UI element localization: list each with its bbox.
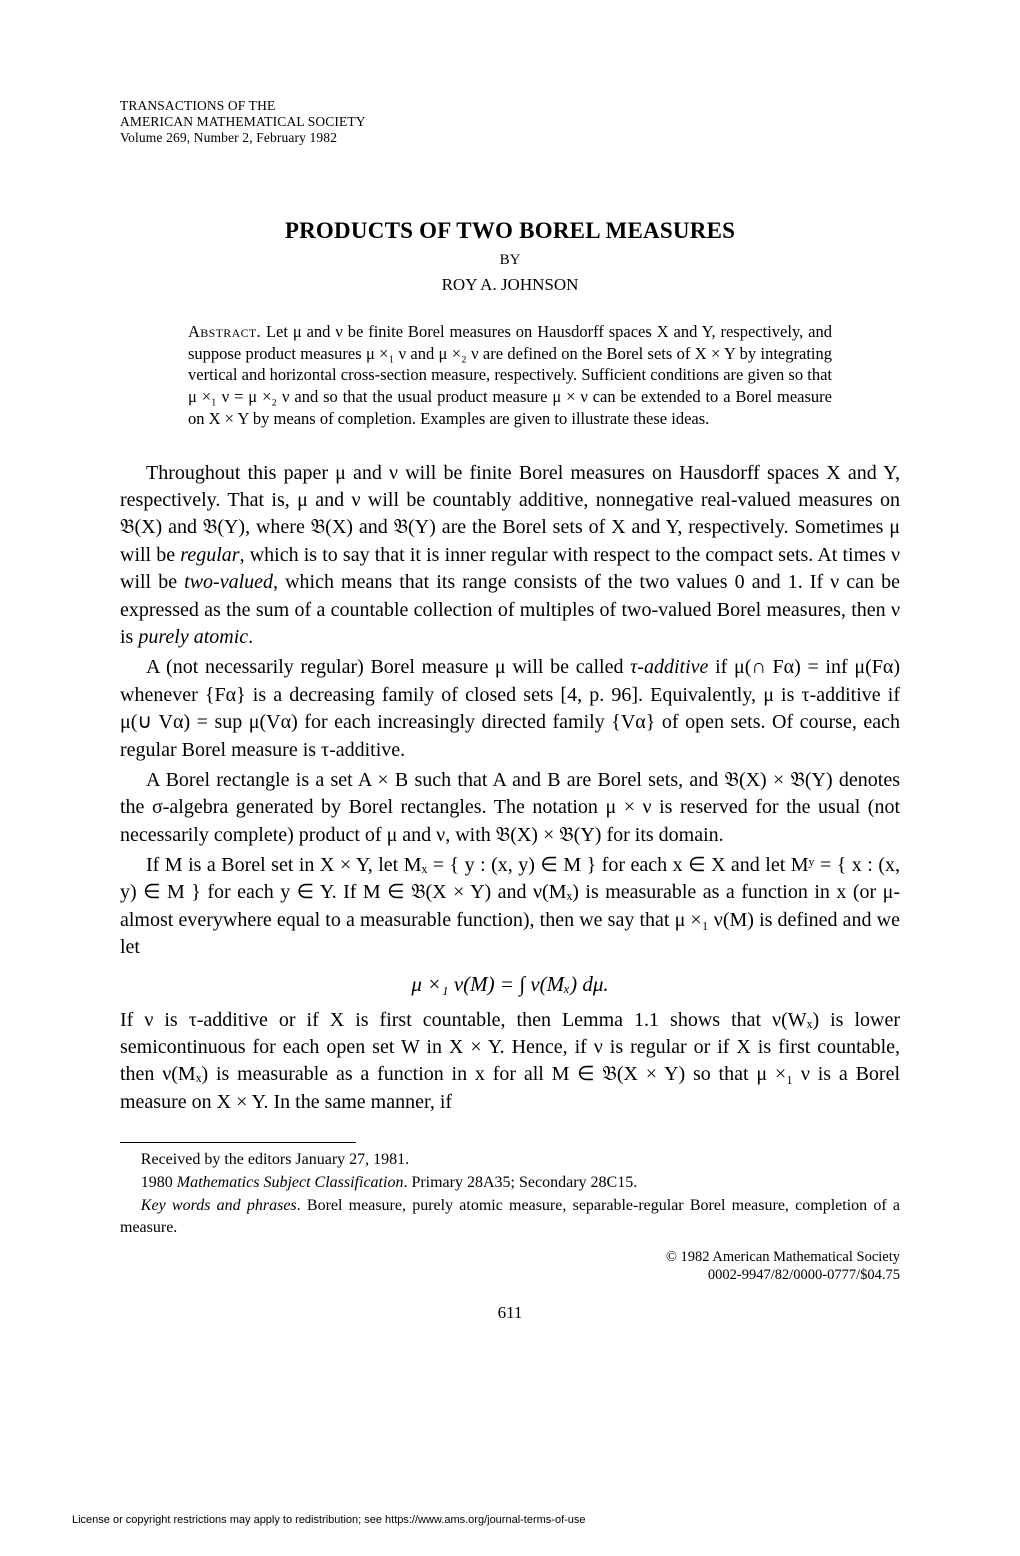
copyright-line-1: © 1982 American Mathematical Society [120, 1248, 900, 1267]
display-equation: μ ×₁ ν(M) = ∫ ν(Mₓ) dμ. [120, 972, 900, 997]
abstract: Abstract. Let μ and ν be finite Borel me… [188, 321, 832, 430]
page-number: 611 [120, 1303, 900, 1323]
abstract-label: Abstract. [188, 322, 261, 341]
footnote-msc: 1980 Mathematics Subject Classification.… [120, 1172, 900, 1193]
footnote-rule [120, 1142, 356, 1143]
paragraph-1: Throughout this paper μ and ν will be fi… [120, 460, 900, 652]
keywords-label: Key words and phrases [141, 1197, 297, 1214]
term-tau-additive: τ-additive [630, 656, 708, 678]
body-text: Throughout this paper μ and ν will be fi… [120, 460, 900, 1117]
journal-line-1: TRANSACTIONS OF THE [120, 98, 900, 114]
term-two-valued: two-valued [184, 571, 273, 593]
msc-label: Mathematics Subject Classification [177, 1174, 404, 1191]
byline: BY [120, 252, 900, 269]
copyright-line-2: 0002-9947/82/0000-0777/$04.75 [120, 1266, 900, 1285]
journal-line-3: Volume 269, Number 2, February 1982 [120, 130, 900, 146]
abstract-text: Let μ and ν be finite Borel measures on … [188, 322, 832, 428]
paragraph-2: A (not necessarily regular) Borel measur… [120, 654, 900, 764]
paragraph-4: If M is a Borel set in X × Y, let Mₓ = {… [120, 852, 900, 962]
paragraph-5: If ν is τ-additive or if X is first coun… [120, 1007, 900, 1117]
p2-a: A (not necessarily regular) Borel measur… [146, 656, 630, 678]
term-purely-atomic: purely atomic [138, 626, 248, 648]
journal-header: TRANSACTIONS OF THE AMERICAN MATHEMATICA… [120, 98, 900, 146]
journal-line-2: AMERICAN MATHEMATICAL SOCIETY [120, 114, 900, 130]
term-regular: regular [180, 544, 239, 566]
msc-year: 1980 [141, 1174, 177, 1191]
msc-codes: . Primary 28A35; Secondary 28C15. [403, 1174, 637, 1191]
p1-d: . [248, 626, 253, 648]
footnote-keywords: Key words and phrases. Borel measure, pu… [120, 1195, 900, 1237]
paper-title: PRODUCTS OF TWO BOREL MEASURES [120, 218, 900, 244]
author-name: ROY A. JOHNSON [120, 275, 900, 295]
copyright-block: © 1982 American Mathematical Society 000… [120, 1248, 900, 1286]
paragraph-3: A Borel rectangle is a set A × B such th… [120, 767, 900, 849]
license-line: License or copyright restrictions may ap… [72, 1514, 586, 1526]
paper-page: TRANSACTIONS OF THE AMERICAN MATHEMATICA… [0, 0, 1020, 1556]
footnotes: Received by the editors January 27, 1981… [120, 1149, 900, 1237]
footnote-received: Received by the editors January 27, 1981… [120, 1149, 900, 1170]
